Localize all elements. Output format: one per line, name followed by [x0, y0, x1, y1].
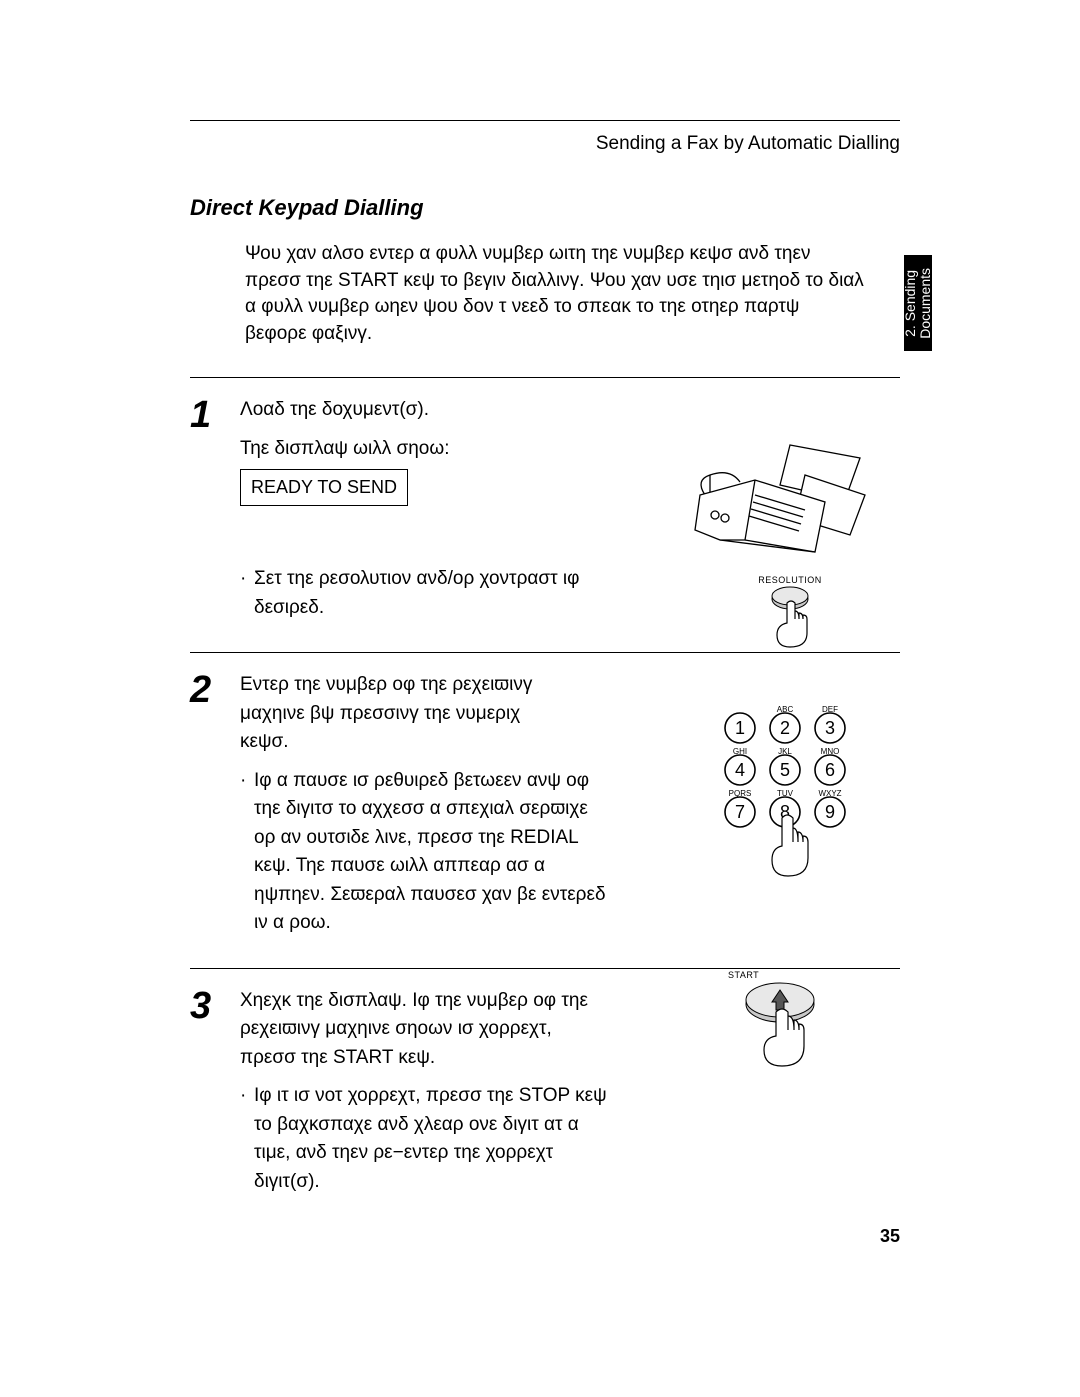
- svg-text:6: 6: [825, 760, 835, 780]
- step-1-bullet-text: Σετ τηε ρεσολυτιον ανδ/ορ χοντραστ ιφ δε…: [254, 565, 580, 622]
- keypad-illustration: ABC DEF 1 2 3 GHI JKL MNO 4 5 6 PQRS: [710, 700, 860, 900]
- svg-text:5: 5: [780, 760, 790, 780]
- resolution-button-illustration: RESOLUTION: [745, 575, 835, 665]
- step-3-bullet-text: Ιφ ιτ ισ νοτ χορρεχτ, πρεσσ τηε STOP κεψ…: [254, 1082, 610, 1196]
- bullet-dot: ·: [240, 565, 254, 622]
- step-number: 2: [190, 671, 240, 709]
- start-label: START: [728, 970, 840, 980]
- chapter-tab-line2: Documents: [917, 268, 933, 339]
- svg-text:3: 3: [825, 718, 835, 738]
- step-2-bullet-text: Ιφ α παυσε ισ ρεθυιρεδ βετωεεν ανψ οφ τη…: [254, 767, 610, 938]
- bullet-dot: ·: [240, 1082, 254, 1196]
- step-1-line1: Λοαδ τηε δοχυμεντ(σ).: [240, 396, 570, 425]
- lcd-display-box: READY TO SEND: [240, 469, 408, 506]
- step-divider: [190, 377, 900, 378]
- top-rule: [190, 120, 900, 121]
- step-1-line2: Τηε δισπλαψ ωιλλ σηοω:: [240, 435, 570, 464]
- step-number: 1: [190, 396, 240, 434]
- step-divider: [190, 968, 900, 969]
- start-button-illustration: START: [720, 970, 840, 1080]
- chapter-tab-line1: 2. Sending: [902, 270, 918, 337]
- intro-paragraph: Ψου χαν αλσο εντερ α φυλλ νυμβερ ωιτη τη…: [245, 241, 865, 347]
- svg-text:4: 4: [735, 760, 745, 780]
- svg-text:2: 2: [780, 718, 790, 738]
- step-3-main: Χηεχκ τηε δισπλαψ. Ιφ τηε νυμβερ οφ τηε …: [240, 987, 610, 1073]
- step-2-bullet: · Ιφ α παυσε ισ ρεθυιρεδ βετωεεν ανψ οφ …: [240, 767, 610, 938]
- page: Sending a Fax by Automatic Dialling Dire…: [0, 0, 1080, 1397]
- page-number: 35: [880, 1226, 900, 1247]
- step-1-bullet: · Σετ τηε ρεσολυτιον ανδ/ορ χοντραστ ιφ …: [240, 565, 580, 622]
- section-title: Direct Keypad Dialling: [190, 195, 900, 221]
- fax-machine-illustration: [685, 440, 875, 570]
- svg-text:9: 9: [825, 802, 835, 822]
- running-header: Sending a Fax by Automatic Dialling: [190, 133, 900, 155]
- svg-text:7: 7: [735, 802, 745, 822]
- bullet-dot: ·: [240, 767, 254, 938]
- svg-text:1: 1: [735, 718, 745, 738]
- chapter-tab: 2. Sending Documents: [904, 255, 932, 351]
- resolution-label: RESOLUTION: [745, 575, 835, 585]
- step-number: 3: [190, 987, 240, 1025]
- step-2-main: Εντερ τηε νυμβερ οφ τηε ρεχειϖινγ μαχηιν…: [240, 671, 570, 757]
- step-3-bullet: · Ιφ ιτ ισ νοτ χορρεχτ, πρεσσ τηε STOP κ…: [240, 1082, 610, 1196]
